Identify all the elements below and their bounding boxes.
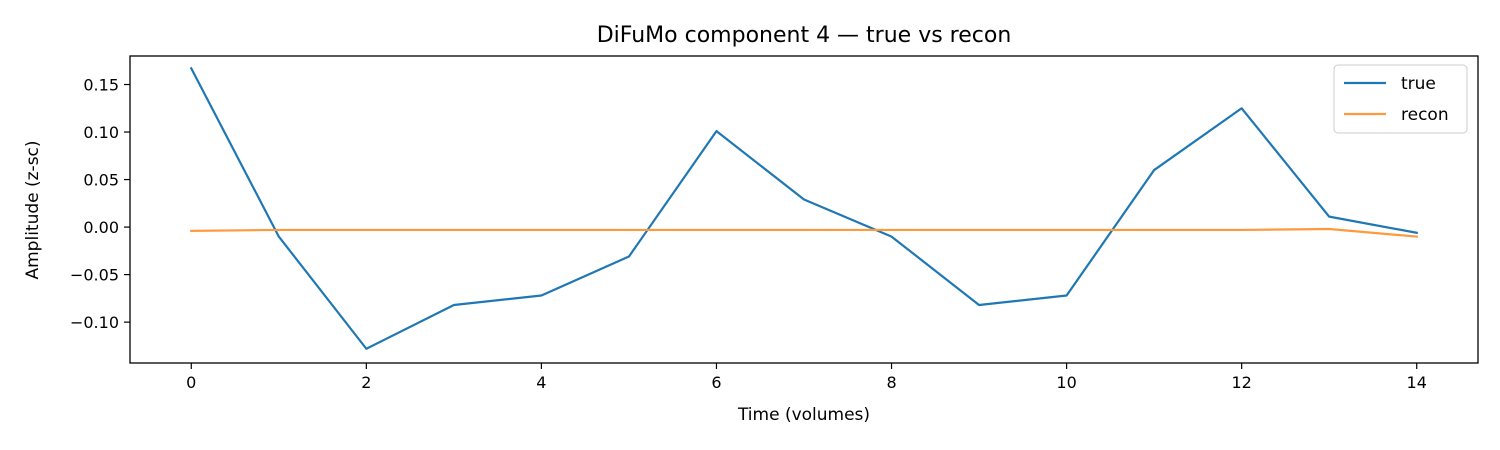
x-tick-label: 0 — [186, 373, 196, 392]
y-tick-label: 0.15 — [83, 76, 119, 95]
legend-label-recon: recon — [1401, 105, 1449, 125]
x-tick-label: 12 — [1231, 373, 1251, 392]
y-tick-label: 0.10 — [83, 123, 119, 142]
x-tick-label: 10 — [1056, 373, 1076, 392]
x-axis: 0 2 4 6 8 10 12 14 — [186, 363, 1427, 392]
y-axis: 0.15 0.10 0.05 0.00 −0.05 −0.10 — [70, 76, 130, 332]
series-lines — [189, 66, 1419, 350]
x-tick-label: 8 — [886, 373, 896, 392]
x-tick-label: 6 — [711, 373, 721, 392]
plot-frame — [129, 55, 1479, 364]
x-tick-label: 2 — [361, 373, 371, 392]
plot-area — [129, 55, 1479, 364]
legend-label-true: true — [1401, 74, 1436, 94]
x-tick-label: 4 — [536, 373, 546, 392]
x-tick-label: 14 — [1407, 373, 1427, 392]
y-tick-label: 0.05 — [83, 171, 119, 190]
y-tick-label: 0.00 — [83, 218, 119, 237]
legend: true recon — [1333, 64, 1468, 134]
series-line-recon — [190, 227, 1418, 238]
y-tick-label: −0.05 — [70, 266, 119, 285]
y-tick-label: −0.10 — [70, 313, 119, 332]
chart-title: DiFuMo component 4 — true vs recon — [597, 23, 1012, 48]
series-line-true — [189, 66, 1419, 350]
x-axis-label: Time (volumes) — [737, 405, 870, 425]
y-axis-label: Amplitude (z-sc) — [23, 140, 43, 279]
